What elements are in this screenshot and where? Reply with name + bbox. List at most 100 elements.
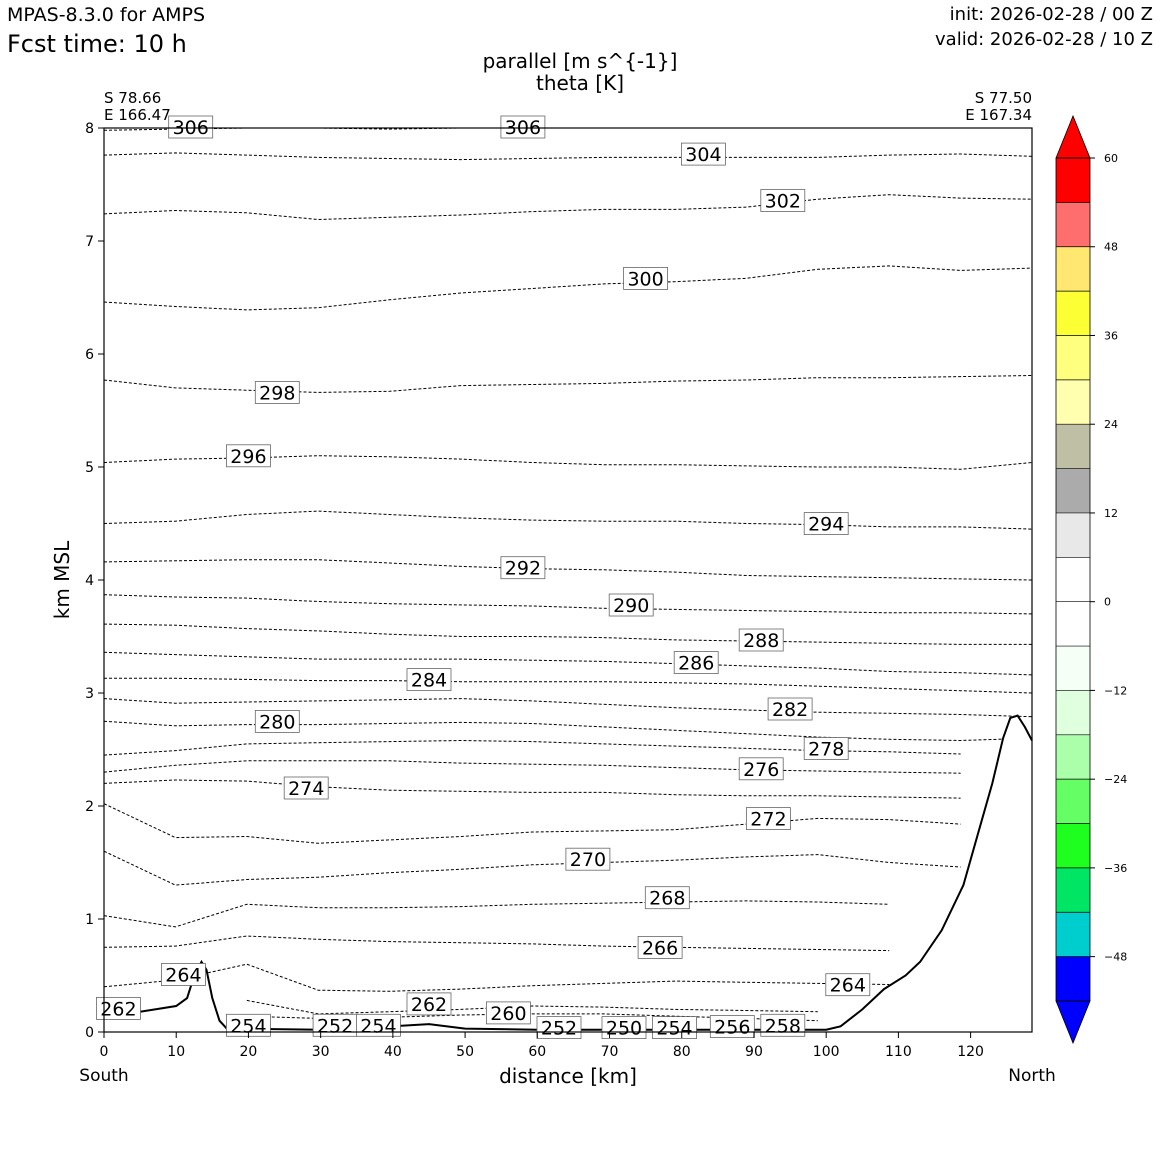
theta-280-label-box (254, 710, 300, 733)
theta-290-line (103, 594, 1033, 615)
theta-254-label: 254 (656, 1018, 692, 1040)
colorbar-outline (1055, 157, 1091, 1002)
x-tick-label-30: 30 (312, 1044, 330, 1060)
theta-274-line (103, 779, 961, 799)
theta-252-label: 252 (317, 1015, 353, 1037)
theta-290-label: 290 (613, 595, 649, 617)
chart-subtitle: theta [K] (536, 71, 624, 95)
colorbar-bin (1056, 601, 1090, 647)
theta-284-label-box (406, 668, 452, 691)
theta-270-line (103, 850, 961, 886)
start-longitude: E 166.47 (104, 106, 171, 124)
theta-262-label-box (96, 997, 141, 1020)
end-longitude: E 167.34 (965, 106, 1032, 124)
colorbar-tick-label: 60 (1104, 152, 1118, 165)
y-tick-label-0: 0 (85, 1025, 94, 1041)
north-end-label: North (1008, 1066, 1056, 1086)
theta-276-label: 276 (743, 759, 779, 781)
theta-268-line (103, 900, 890, 928)
colorbar-bin (1056, 646, 1090, 691)
theta-250-label: 250 (606, 1018, 642, 1040)
theta-282-line (103, 698, 1033, 718)
forecast-time: Fcst time: 10 h (7, 30, 187, 58)
colorbar-bin (1056, 158, 1090, 203)
theta-262-line (246, 999, 818, 1015)
x-tick-label-50: 50 (456, 1044, 474, 1060)
y-tick-label-1: 1 (85, 912, 94, 928)
theta-264-line (103, 963, 890, 992)
theta-298-label: 298 (259, 383, 295, 405)
model-title: MPAS-8.3.0 for AMPS (7, 4, 206, 26)
theta-264-label-box (160, 963, 206, 986)
theta-254-label-box (652, 1016, 697, 1039)
theta-264-label: 264 (830, 975, 866, 997)
y-tick-label-5: 5 (85, 460, 94, 476)
colorbar-bin (1056, 779, 1090, 824)
colorbar-bin (1056, 557, 1090, 602)
theta-304-label-box (681, 142, 726, 166)
theta-300-label-box (623, 266, 668, 290)
colorbar-max-arrow (1055, 114, 1091, 159)
y-tick-label-7: 7 (85, 234, 94, 250)
colorbar-bin (1056, 424, 1090, 469)
theta-260-label: 260 (490, 1003, 526, 1025)
x-tick-label-40: 40 (384, 1044, 402, 1060)
x-tick-label-110: 110 (885, 1044, 912, 1060)
theta-258-label-box (760, 1013, 806, 1037)
colorbar-min-arrow (1055, 1000, 1091, 1045)
theta-278-label: 278 (808, 739, 844, 761)
theta-272-line (103, 803, 961, 844)
colorbar-tick-label: −24 (1104, 773, 1127, 786)
theta-270-label-box (565, 847, 611, 871)
theta-252-label-box (536, 1016, 582, 1039)
colorbar-bin (1056, 512, 1090, 558)
theta-286-label: 286 (678, 653, 714, 675)
theta-302-label-box (760, 189, 806, 212)
start-latitude: S 78.66 (104, 89, 162, 107)
theta-294-line (103, 510, 1033, 530)
theta-274-label: 274 (288, 778, 324, 800)
colorbar: 60 48 36 24 12 0 −12 −24 −36 −48 (1055, 114, 1127, 1045)
theta-280-label: 280 (259, 711, 295, 733)
colorbar-bin (1056, 867, 1090, 913)
theta-286-line (103, 651, 1033, 676)
x-tick-label-100: 100 (813, 1044, 840, 1060)
theta-262-label: 262 (411, 994, 447, 1016)
theta-282-label-box (767, 697, 813, 721)
colorbar-bin (1056, 912, 1090, 957)
theta-296-label: 296 (230, 446, 266, 468)
init-time: init: 2026-02-28 / 00 Z (949, 4, 1153, 25)
theta-252-label: 252 (541, 1018, 577, 1040)
terrain-fill (104, 715, 1032, 1032)
south-end-label: South (79, 1066, 129, 1086)
theta-268-label-box (644, 886, 690, 910)
theta-298-line (103, 375, 1033, 393)
colorbar-bin (1056, 690, 1090, 736)
theta-298-label-box (254, 381, 300, 404)
theta-276-line (103, 760, 961, 774)
colorbar-tick-label: 36 (1104, 329, 1118, 342)
chart-title: parallel [m s^{-1}] (482, 49, 678, 73)
theta-282-label: 282 (772, 699, 808, 721)
x-tick-label-90: 90 (745, 1044, 763, 1060)
y-tick-label-2: 2 (85, 799, 94, 815)
x-tick-label-120: 120 (957, 1044, 984, 1060)
colorbar-bin (1056, 379, 1090, 425)
theta-288-label-box (738, 628, 784, 652)
theta-292-label: 292 (505, 558, 541, 580)
theta-266-line (103, 935, 890, 952)
theta-288-line (103, 623, 1032, 645)
theta-262-label-box (406, 992, 452, 1016)
theta-304-line (103, 152, 1033, 161)
theta-264-label-box (825, 973, 871, 997)
theta-contours (103, 127, 1033, 1022)
theta-292-line (103, 559, 1033, 581)
colorbar-bin (1056, 734, 1090, 780)
theta-272-label-box (746, 807, 791, 830)
x-axis-label: distance [km] (499, 1064, 637, 1088)
terrain-line (103, 714, 1033, 1031)
theta-276-label-box (738, 757, 784, 781)
theta-280-line (103, 720, 1033, 742)
theta-294-label: 294 (808, 514, 844, 536)
